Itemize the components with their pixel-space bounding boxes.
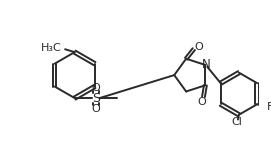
Text: S: S [92, 92, 100, 105]
Text: F: F [267, 102, 271, 112]
Text: O: O [194, 42, 203, 52]
Text: Cl: Cl [231, 117, 243, 127]
Text: H₃C: H₃C [41, 43, 61, 53]
Text: O: O [91, 83, 100, 93]
Text: N: N [202, 58, 211, 71]
Text: O: O [91, 104, 100, 114]
Text: O: O [197, 97, 206, 107]
